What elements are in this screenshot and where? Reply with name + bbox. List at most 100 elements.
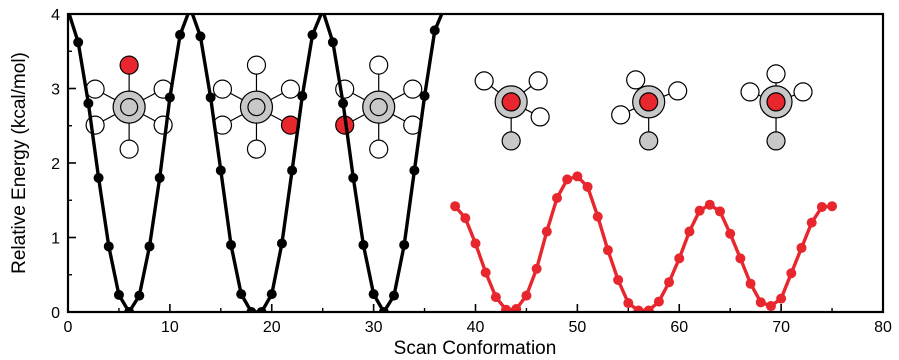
x-tick-label: 30: [365, 319, 383, 336]
x-tick-label: 0: [64, 319, 73, 336]
red-atom: [119, 55, 139, 75]
y-tick-label: 0: [51, 305, 60, 322]
data-point: [297, 90, 308, 101]
data-point: [73, 37, 84, 48]
data-point: [674, 253, 685, 264]
data-point: [287, 165, 298, 176]
molecule-inset: [212, 55, 301, 159]
hydrogen-atom: [153, 115, 173, 135]
data-point: [796, 242, 807, 253]
y-axis-label: Relative Energy (kcal/mol): [9, 52, 30, 274]
data-point: [215, 165, 226, 176]
data-point: [154, 172, 165, 183]
central-atom: [369, 98, 388, 117]
data-point: [164, 92, 175, 103]
data-point: [562, 174, 573, 185]
hydrogen-atom: [766, 64, 786, 84]
data-point: [470, 238, 481, 249]
molecule-insets: [85, 55, 813, 159]
data-point: [694, 205, 705, 216]
data-point: [501, 304, 512, 312]
gray-atom: [766, 131, 786, 151]
plot-frame: [66, 12, 885, 314]
x-tick-label: 40: [467, 319, 485, 336]
data-point: [124, 307, 135, 312]
data-point: [684, 226, 695, 237]
data-point: [827, 201, 838, 212]
y-tick-label: 3: [51, 82, 60, 99]
x-tick-label: 20: [263, 319, 281, 336]
data-point: [602, 245, 613, 256]
data-point: [704, 199, 715, 210]
data-point: [409, 165, 420, 176]
hydrogen-atom: [740, 82, 760, 102]
data-point: [480, 267, 491, 278]
hydrogen-atom: [85, 79, 105, 99]
data-point: [776, 293, 787, 304]
hydrogen-atom: [611, 105, 631, 125]
hydrogen-atom: [369, 139, 389, 159]
red-atom: [501, 92, 521, 112]
central-atom: [247, 98, 266, 117]
data-point: [643, 305, 654, 312]
hydrogen-atom: [246, 55, 267, 75]
data-point: [113, 289, 124, 300]
data-point: [185, 3, 195, 13]
molecule-inset: [85, 55, 173, 159]
data-point: [541, 226, 552, 237]
data-point: [368, 289, 379, 300]
data-point: [613, 274, 624, 285]
data-point: [490, 292, 501, 303]
x-axis-label: Scan Conformation: [394, 338, 557, 359]
data-point: [338, 98, 349, 109]
data-point: [450, 201, 461, 212]
data-point: [266, 289, 277, 300]
data-series: [68, 2, 838, 312]
hydrogen-atom: [668, 81, 688, 101]
x-tick-label: 60: [670, 319, 688, 336]
red-atom: [766, 92, 786, 112]
data-point: [429, 25, 440, 36]
data-point: [552, 193, 562, 204]
data-point: [276, 238, 287, 249]
data-point: [664, 277, 675, 288]
data-point: [511, 304, 522, 312]
hydrogen-atom: [403, 79, 423, 99]
series-line: [68, 14, 444, 312]
data-point: [765, 301, 776, 312]
hydrogen-atom: [280, 79, 301, 99]
data-point: [755, 297, 766, 308]
data-point: [653, 296, 664, 307]
data-point: [389, 290, 399, 301]
data-point: [745, 278, 756, 289]
data-point: [592, 211, 603, 222]
axis-ticks: 0 10 20 30 40 50 60 70 80 0 1 2 3 4: [51, 7, 892, 336]
data-point: [521, 290, 532, 301]
data-point: [816, 201, 827, 212]
data-point: [786, 268, 797, 279]
x-tick-label: 70: [772, 319, 790, 336]
y-tick-label: 1: [51, 231, 60, 248]
data-point: [103, 241, 114, 252]
y-tick-label: 4: [51, 7, 60, 24]
data-point: [440, 2, 450, 12]
data-point: [725, 228, 736, 239]
central-atom: [120, 98, 139, 117]
molecule-inset: [611, 70, 688, 151]
data-point: [175, 29, 186, 40]
data-point: [460, 213, 471, 224]
data-point: [572, 171, 583, 182]
hydrogen-atom: [119, 139, 139, 159]
molecule-inset: [335, 55, 423, 159]
data-point: [246, 307, 257, 312]
data-point: [378, 307, 389, 312]
hydrogen-atom: [530, 107, 550, 127]
data-point: [226, 239, 236, 250]
data-point: [623, 298, 634, 309]
gray-atom: [639, 131, 659, 151]
x-tick-label: 10: [161, 319, 179, 336]
hydrogen-atom: [369, 55, 389, 75]
data-point: [358, 239, 369, 250]
data-point: [582, 181, 593, 192]
